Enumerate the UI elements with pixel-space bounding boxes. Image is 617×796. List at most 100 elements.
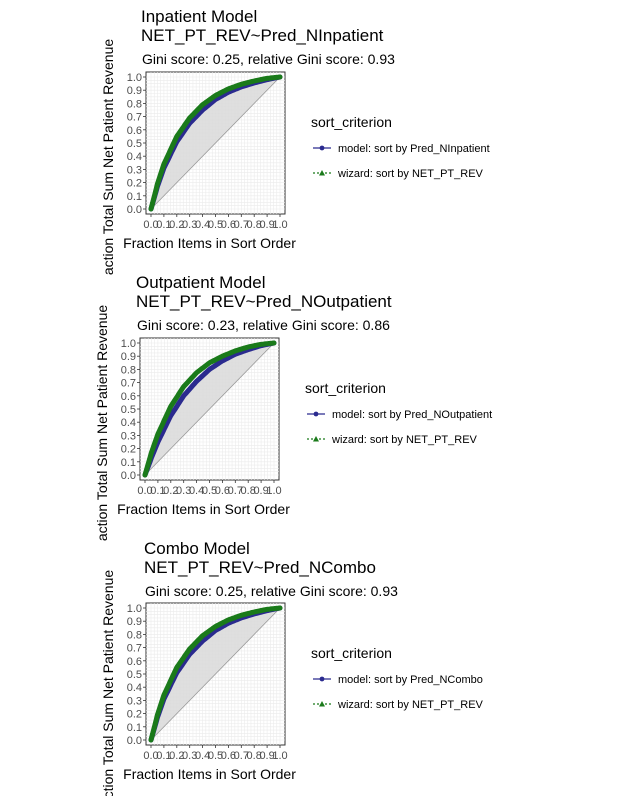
legend: sort_criterion model: sort by Pred_NOutpa… (305, 380, 492, 446)
y-axis-title: action Total Sum Net Patient Revenue (100, 570, 116, 796)
legend-label: wizard: sort by NET_PT_REV (337, 699, 484, 711)
y-tick-label: 0.0 (127, 204, 142, 216)
data-point (172, 670, 177, 676)
data-point (148, 737, 154, 743)
y-tick-label: 0.1 (127, 191, 142, 203)
x-tick-label: 1.0 (266, 485, 281, 497)
x-tick-label: 0.9 (253, 485, 268, 497)
y-tick-label: 0.8 (121, 364, 136, 376)
y-tick-label: 0.5 (121, 404, 136, 416)
chart-subtitle: NET_PT_REV~Pred_NOutpatient (136, 292, 392, 311)
y-tick-label: 0.2 (127, 178, 142, 190)
data-point (172, 139, 177, 145)
y-tick-label: 0.1 (127, 722, 142, 734)
x-tick-label: 1.0 (272, 750, 287, 762)
x-tick-label: 0.8 (241, 485, 256, 497)
diagonal-line (150, 607, 281, 741)
chart-panel-1: Inpatient ModelNET_PT_REV~Pred_NInpatien… (100, 7, 490, 275)
x-axis-title: Fraction Items in Sort Order (117, 501, 290, 517)
legend-label: model: sort by Pred_NInpatient (338, 143, 490, 155)
x-tick-label: 0.0 (137, 485, 152, 497)
data-point (153, 437, 158, 443)
y-tick-label: 0.6 (127, 125, 142, 137)
legend-key-marker (319, 701, 325, 707)
x-tick-label: 0.0 (143, 219, 158, 231)
x-tick-label: 0.9 (259, 219, 274, 231)
chart-subtitle: NET_PT_REV~Pred_NCombo (144, 558, 376, 577)
data-point (166, 409, 171, 415)
x-tick-label: 1.0 (272, 219, 287, 231)
diagonal-line (144, 342, 275, 476)
x-tick-label: 0.2 (163, 485, 178, 497)
data-point (152, 442, 157, 447)
y-axis-title: action Total Sum Net Patient Revenue (100, 39, 116, 276)
data-point (150, 446, 155, 452)
data-point (168, 677, 174, 682)
data-point (277, 74, 282, 80)
gini-score-text: Gini score: 0.25, relative Gini score: 0… (142, 51, 395, 67)
y-tick-label: 0.0 (127, 735, 142, 747)
data-point (161, 163, 166, 168)
data-point (167, 680, 172, 686)
data-point (159, 168, 164, 173)
y-tick-label: 0.3 (121, 430, 136, 442)
y-tick-label: 0.8 (127, 98, 142, 110)
legend-title: sort_criterion (305, 380, 386, 396)
x-tick-label: 0.3 (182, 750, 197, 762)
x-tick-label: 0.9 (259, 750, 274, 762)
data-point (162, 690, 168, 696)
chart-title: Combo Model (144, 539, 250, 558)
x-tick-label: 0.8 (247, 750, 262, 762)
data-point (158, 173, 163, 178)
x-tick-label: 0.1 (156, 219, 171, 231)
data-point (145, 462, 151, 467)
y-tick-label: 0.4 (127, 151, 142, 163)
x-tick-label: 0.8 (247, 219, 262, 231)
x-tick-label: 0.2 (169, 219, 184, 231)
x-tick-label: 0.1 (150, 485, 165, 497)
x-tick-label: 0.1 (156, 750, 171, 762)
y-tick-label: 0.0 (121, 470, 136, 482)
data-point (144, 467, 149, 472)
y-tick-label: 0.6 (127, 656, 142, 668)
y-tick-label: 0.5 (127, 138, 142, 150)
x-axis-title: Fraction Items in Sort Order (123, 766, 296, 782)
data-point (147, 456, 152, 461)
legend-key-marker (313, 411, 319, 417)
legend-key-marker (313, 436, 319, 442)
legend-label: model: sort by Pred_NOutpatient (332, 409, 492, 421)
data-point (161, 694, 166, 699)
data-point (153, 188, 158, 194)
x-tick-label: 0.0 (143, 750, 158, 762)
data-point (271, 340, 276, 346)
data-point (170, 674, 175, 679)
gini-score-text: Gini score: 0.25, relative Gini score: 0… (145, 583, 398, 599)
data-point (159, 699, 164, 704)
data-point (170, 143, 175, 148)
x-tick-label: 0.2 (169, 750, 184, 762)
data-point (142, 472, 148, 478)
x-tick-label: 0.3 (176, 485, 191, 497)
series-wizard (142, 340, 277, 478)
y-tick-label: 0.9 (127, 616, 142, 628)
x-tick-label: 0.7 (234, 750, 249, 762)
x-tick-label: 0.6 (221, 219, 236, 231)
data-point (155, 713, 160, 719)
data-point (162, 159, 168, 165)
data-point (164, 156, 169, 161)
y-tick-label: 0.6 (121, 391, 136, 403)
chart-title: Inpatient Model (141, 7, 257, 26)
x-tick-label: 0.5 (208, 219, 223, 231)
chart-panel-2: Outpatient ModelNET_PT_REV~Pred_NOutpati… (94, 273, 492, 541)
y-tick-label: 0.4 (127, 682, 142, 694)
x-tick-label: 0.6 (215, 485, 230, 497)
y-tick-label: 0.2 (127, 709, 142, 721)
data-point (156, 708, 161, 714)
data-point (164, 687, 169, 692)
series-wizard (148, 74, 283, 212)
data-point (167, 149, 172, 155)
y-tick-label: 0.7 (127, 643, 142, 655)
legend: sort_criterion model: sort by Pred_NCombo… (311, 645, 484, 711)
legend-title: sort_criterion (311, 645, 392, 661)
y-tick-label: 0.8 (127, 629, 142, 641)
